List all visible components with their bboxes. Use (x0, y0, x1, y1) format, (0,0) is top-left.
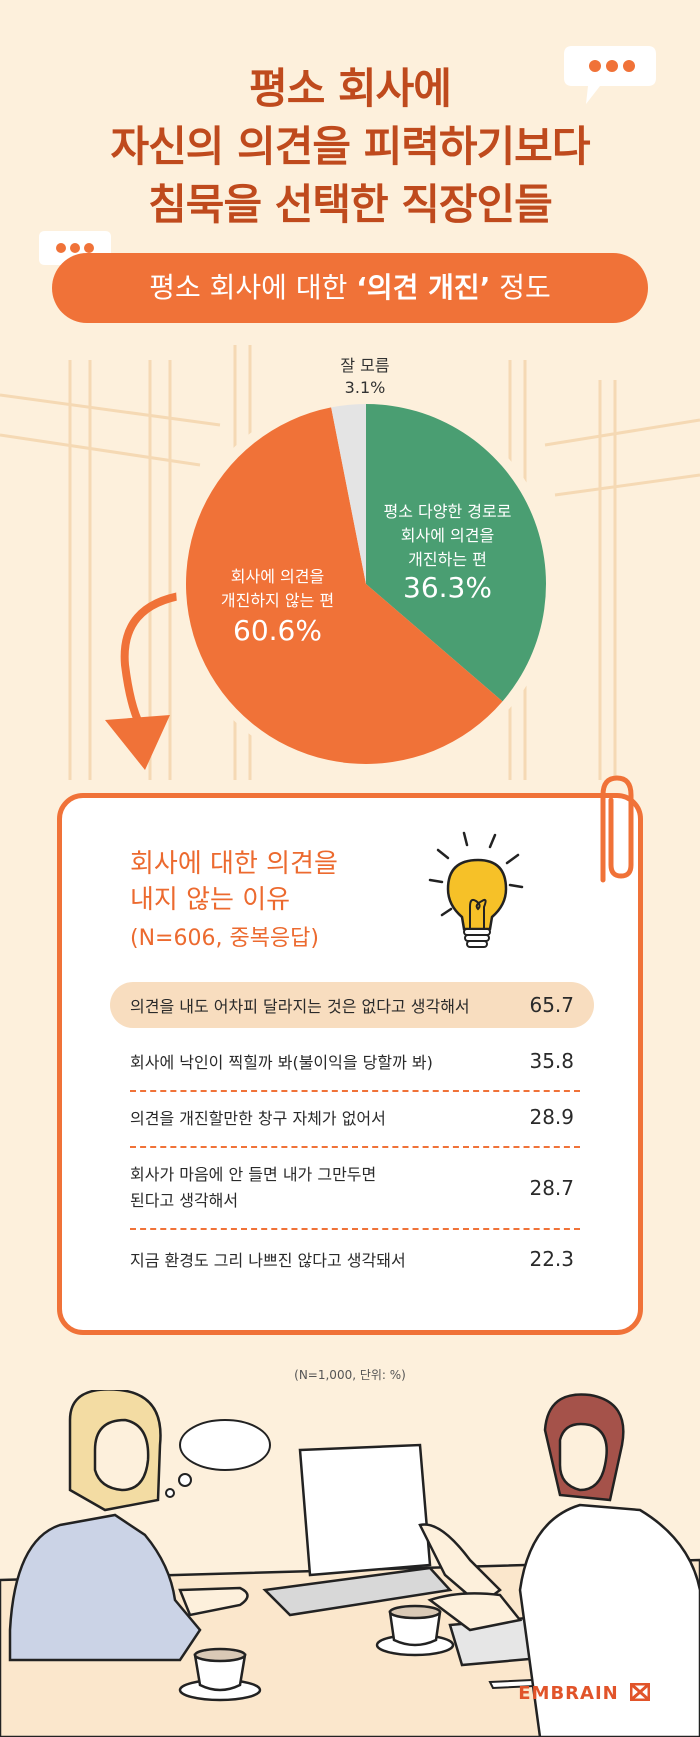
row-label-line2: 된다고 생각해서 (130, 1191, 239, 1210)
pie-pct-not-express: 60.6% (233, 614, 322, 647)
page-title-line-3: 침묵을 선택한 직장인들 (148, 180, 553, 229)
pie-label-express-line1: 평소 다양한 경로로 (383, 502, 512, 521)
brand-name: EMBRAIN (518, 1683, 619, 1704)
pie-pct-express: 36.3% (403, 571, 492, 604)
curved-arrow-icon (105, 591, 189, 770)
table-row: 회사에 낙인이 찍힐까 봐(불이익을 당할까 봐) 35.8 (110, 1038, 594, 1084)
row-label-line1: 회사가 마음에 안 들면 내가 그만두면 (130, 1165, 377, 1184)
thought-bubble-icon (165, 1419, 271, 1498)
row-divider (130, 1146, 580, 1148)
table-row: 의견을 내도 어차피 달라지는 것은 없다고 생각해서 65.7 (110, 982, 594, 1028)
card-title-line2: 내지 않는 이유 (130, 885, 291, 915)
pie-label-unknown-text: 잘 모름 (340, 356, 390, 375)
coffee-cup-icon (375, 1604, 455, 1657)
pie-slice-1 (186, 407, 503, 765)
laptop-icon (262, 1443, 453, 1617)
row-value: 22.3 (529, 1247, 574, 1271)
illustration-meeting (0, 1390, 700, 1737)
table-row: 지금 환경도 그리 나쁘진 않다고 생각돼서 22.3 (110, 1236, 594, 1282)
subtitle-post: 정도 (490, 271, 551, 304)
reasons-card (57, 793, 643, 1335)
pie-label-unknown-pct: 3.1% (344, 378, 386, 397)
subtitle-pre: 평소 회사에 대한 (149, 271, 357, 304)
paperclip-icon (600, 775, 634, 883)
subtitle-bold: ‘의견 개진’ (356, 271, 491, 304)
card-title-line1: 회사에 대한 의견을 (130, 849, 338, 879)
row-divider (130, 1090, 580, 1092)
pie-label-unknown: 잘 모름 3.1% (300, 355, 430, 399)
row-label: 의견을 내도 어차피 달라지는 것은 없다고 생각해서 (130, 997, 470, 1016)
speech-bubble-icon (564, 46, 656, 104)
card-sample-note: (N=606, 중복응답) (130, 926, 319, 951)
brand-logo: EMBRAIN (518, 1682, 651, 1704)
row-value: 28.7 (529, 1176, 574, 1200)
row-label: 지금 환경도 그리 나쁘진 않다고 생각돼서 (130, 1251, 406, 1270)
row-divider (130, 1228, 580, 1230)
pie-label-not-express-line1: 회사에 의견을 (230, 567, 325, 586)
row-value: 65.7 (529, 993, 574, 1017)
footnote: (N=1,000, 단위: %) (294, 1368, 406, 1382)
pie-slice-0 (366, 404, 546, 702)
pie-label-express-line2: 회사에 의견을 (400, 526, 495, 545)
row-label: 회사에 낙인이 찍힐까 봐(불이익을 당할까 봐) (130, 1053, 433, 1072)
table-row: 회사가 마음에 안 들면 내가 그만두면 된다고 생각해서 28.7 (110, 1160, 594, 1216)
coffee-cup-icon (178, 1647, 262, 1702)
embrain-logo-icon (629, 1682, 651, 1702)
row-label: 의견을 개진할만한 창구 자체가 없어서 (130, 1109, 386, 1128)
chart-subtitle: 평소 회사에 대한 ‘의견 개진’ 정도 (52, 253, 648, 323)
row-value: 35.8 (529, 1049, 574, 1073)
table-row: 의견을 개진할만한 창구 자체가 없어서 28.9 (110, 1094, 594, 1140)
pie-label-express: 평소 다양한 경로로 회사에 의견을 개진하는 편 36.3% (370, 500, 525, 604)
lightbulb-icon (428, 831, 524, 948)
pie-label-express-line3: 개진하는 편 (408, 550, 487, 569)
row-label: 회사가 마음에 안 들면 내가 그만두면 된다고 생각해서 (130, 1162, 376, 1214)
pie-label-not-express: 회사에 의견을 개진하지 않는 편 60.6% (195, 565, 360, 647)
pie-slice-2 (331, 404, 366, 584)
row-value: 28.9 (529, 1105, 574, 1129)
pie-chart (176, 394, 556, 774)
pie-label-not-express-line2: 개진하지 않는 편 (220, 591, 335, 610)
card-title: 회사에 대한 의견을 내지 않는 이유 (130, 846, 338, 918)
page-title-line-2: 자신의 의견을 피력하기보다 (110, 122, 591, 171)
page-title-line-1: 평소 회사에 (249, 64, 452, 113)
